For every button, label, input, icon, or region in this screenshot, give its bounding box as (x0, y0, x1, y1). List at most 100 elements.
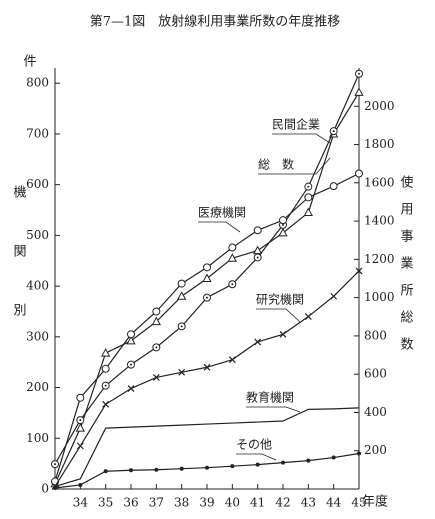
x-tick-label: 36 (123, 496, 138, 510)
point-center (104, 384, 107, 387)
y-unit: 件 (23, 55, 36, 70)
point (101, 364, 110, 373)
point (76, 393, 85, 402)
y-tick-label: 200 (26, 380, 49, 394)
point (78, 482, 83, 487)
leader-line (258, 157, 331, 175)
point (329, 182, 338, 191)
y2-tick-label: 1200 (364, 252, 395, 266)
leader-line (236, 453, 277, 461)
point (177, 291, 187, 300)
point (102, 400, 110, 408)
point-center (307, 185, 310, 188)
y-tick-label: 500 (26, 228, 49, 242)
point (355, 267, 363, 275)
y2-tick-label: 1600 (364, 175, 395, 189)
series-label: 民間企業 (272, 117, 320, 132)
point (255, 462, 260, 467)
series-line (54, 452, 360, 489)
point-center (256, 256, 259, 259)
y-tick-label: 600 (26, 177, 49, 191)
point (228, 356, 236, 364)
point (331, 455, 336, 460)
point (306, 458, 311, 463)
series-line (54, 92, 360, 485)
point-center (155, 346, 158, 349)
point (151, 316, 161, 326)
x-tick-label: 45 (351, 496, 366, 510)
point (279, 330, 287, 338)
series-label: 教育機関 (246, 390, 294, 405)
x-tick-label: 34 (73, 496, 89, 510)
y2-tick-label: 800 (364, 328, 387, 342)
point (129, 468, 133, 473)
y2-tick-label: 1400 (364, 214, 395, 228)
x-tick-label: 37 (149, 496, 164, 510)
point-center (54, 463, 56, 466)
point (279, 216, 287, 225)
y-tick-label: 400 (26, 279, 49, 293)
point-center (282, 223, 284, 226)
leader-line (246, 406, 301, 413)
point (178, 368, 186, 376)
y2-tick-label: 1000 (364, 290, 395, 304)
point (202, 273, 212, 282)
y2-axis-label: 使用事業所総数 (398, 174, 414, 364)
y-tick-label: 100 (26, 431, 49, 445)
point (253, 226, 262, 235)
x-tick-label: 39 (199, 496, 214, 510)
point-center (79, 419, 82, 422)
y2-tick-label: 400 (364, 405, 387, 419)
point (330, 292, 338, 300)
point (126, 335, 136, 345)
y2-tick-label: 2000 (364, 99, 395, 113)
point (303, 207, 313, 217)
point (253, 245, 263, 255)
leader-line (256, 308, 301, 323)
point (357, 451, 361, 456)
series-label: 研究機関 (256, 292, 304, 307)
point (304, 313, 312, 320)
leader-line (198, 221, 241, 233)
y-tick-label: 700 (26, 126, 49, 140)
point-center (358, 72, 360, 75)
point (152, 373, 160, 381)
point (230, 464, 235, 469)
series-line (54, 270, 360, 487)
y-axis-label: 機関別 (11, 185, 27, 362)
y-tick-label: 0 (41, 482, 49, 496)
x-tick-label: 44 (326, 496, 342, 510)
x-tick-label: 43 (301, 496, 316, 510)
point (281, 460, 285, 465)
x-tick-label: 38 (174, 496, 189, 510)
point (354, 87, 364, 96)
point (355, 169, 363, 178)
series-label: その他 (236, 438, 272, 452)
point-center (206, 296, 208, 299)
point (179, 466, 184, 471)
point-center (231, 283, 234, 286)
series-label: 総 数 (258, 157, 294, 172)
y2-tick-label: 200 (364, 443, 387, 457)
x-tick-label: 35 (98, 496, 113, 510)
y2-tick-label: 1800 (364, 137, 395, 151)
x-axis-label: 年度 (362, 494, 388, 510)
y-tick-label: 300 (26, 329, 49, 343)
x-tick-label: 40 (225, 496, 240, 510)
point (76, 442, 84, 450)
point (103, 469, 108, 474)
point (177, 279, 186, 288)
point (228, 243, 237, 252)
point-center (130, 363, 132, 366)
point (154, 467, 159, 472)
point (101, 348, 111, 357)
point (75, 423, 85, 432)
point (254, 338, 262, 346)
series-line (54, 407, 360, 488)
point (278, 227, 288, 237)
point (53, 485, 57, 490)
point (203, 363, 211, 371)
chart-title: 第7—1図 放射線利用事業所数の年度推移 (90, 14, 341, 30)
x-tick-label: 41 (250, 496, 265, 510)
